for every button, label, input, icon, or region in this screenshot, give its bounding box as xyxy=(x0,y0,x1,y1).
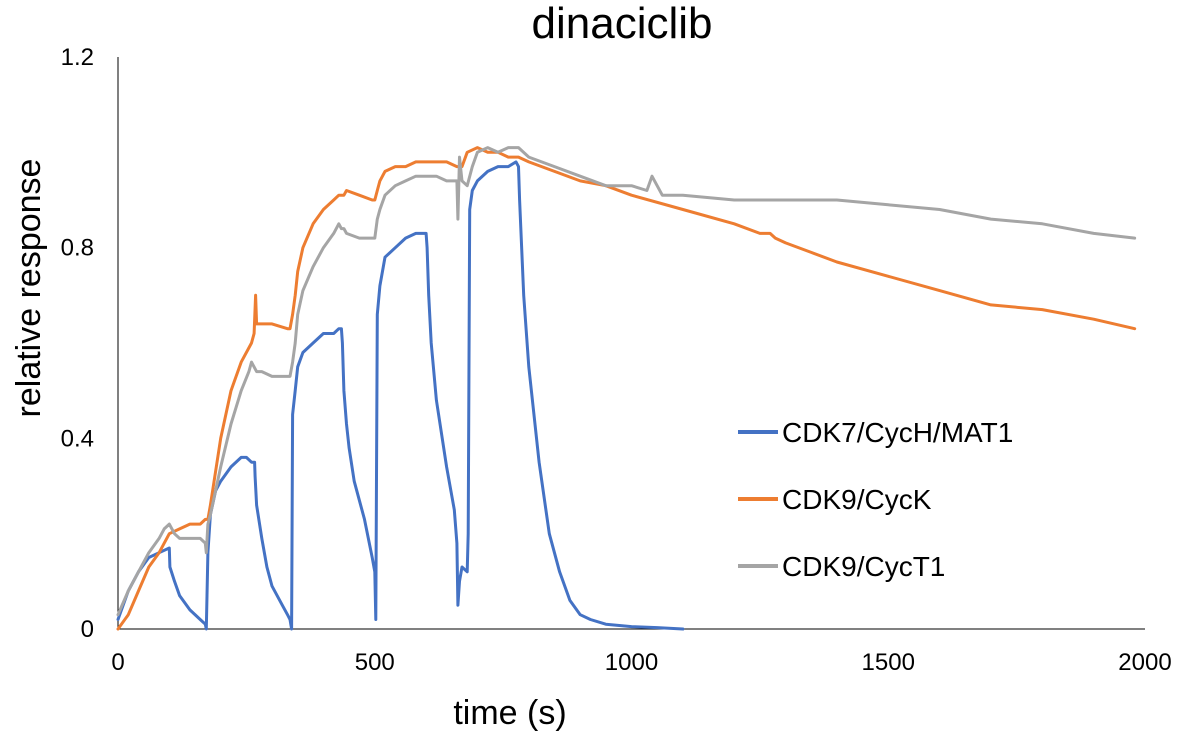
plot-area xyxy=(117,57,1145,630)
y-tick-label: 1.2 xyxy=(61,44,94,71)
series-line-3 xyxy=(116,146,1137,617)
legend-label: CDK9/CycT1 xyxy=(782,551,945,582)
y-tick-label: 0 xyxy=(81,616,94,643)
x-tick-label: 1000 xyxy=(605,649,658,676)
series-line-2 xyxy=(116,146,1137,631)
y-tick-labels: 0 0.4 0.8 1.2 xyxy=(61,44,94,643)
series-line-1 xyxy=(116,160,685,631)
x-tick-label: 2000 xyxy=(1118,649,1171,676)
series-group xyxy=(116,146,1137,631)
x-tick-label: 0 xyxy=(111,649,124,676)
legend: CDK7/CycH/MAT1 CDK9/CycK CDK9/CycT1 xyxy=(738,417,1013,582)
legend-label: CDK7/CycH/MAT1 xyxy=(782,417,1013,448)
y-tick-label: 0.8 xyxy=(61,235,94,262)
x-tick-label: 500 xyxy=(355,649,395,676)
x-tick-labels: 0 500 1000 1500 2000 xyxy=(111,649,1171,676)
chart-title: dinaciclib xyxy=(532,0,713,48)
legend-label: CDK9/CycK xyxy=(782,484,932,515)
x-tick-label: 1500 xyxy=(862,649,915,676)
y-axis-title: relative response xyxy=(10,159,48,418)
x-axis-title: time (s) xyxy=(453,694,566,731)
y-tick-label: 0.4 xyxy=(61,425,94,452)
